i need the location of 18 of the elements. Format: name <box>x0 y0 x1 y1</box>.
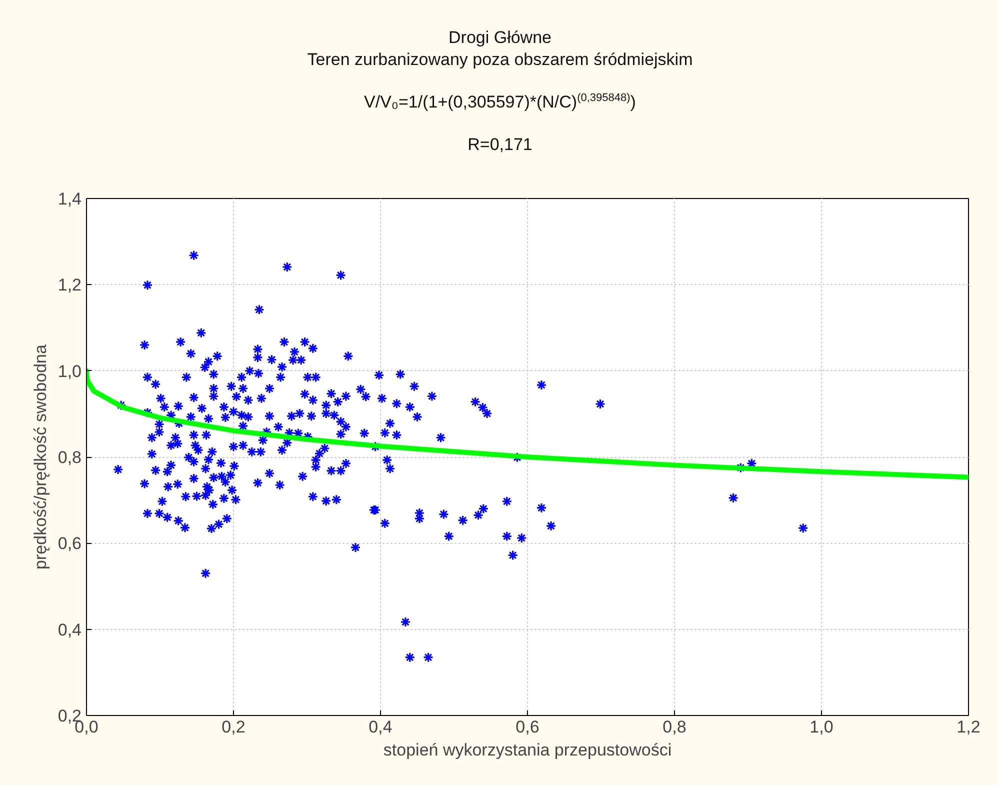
x-tick-label: 0,8 <box>662 718 686 736</box>
y-tick-label: 0,6 <box>58 534 82 554</box>
y-tick-label: 0,8 <box>58 448 82 467</box>
y-tick-label: 1,2 <box>58 276 82 295</box>
x-tick-label: 1,2 <box>956 718 980 736</box>
y-axis-title: prędkość/prędkość swobodna <box>30 344 50 570</box>
x-tick-label: 0,6 <box>516 718 540 736</box>
x-axis-title: stopień wykorzystania przepustowości <box>383 740 672 760</box>
x-tick-label: 0,4 <box>368 718 392 736</box>
x-tick-label: 0,2 <box>222 718 246 736</box>
chart-subtitle: Teren zurbanizowany poza obszarem śródmiejskim <box>307 49 693 72</box>
y-tick-label: 1,0 <box>58 362 82 381</box>
chart-title: Drogi Główne <box>448 27 552 49</box>
y-tick-label: 0,4 <box>58 620 82 640</box>
y-tick-label: 1,4 <box>58 190 82 208</box>
text: R=0,171 <box>466 134 534 156</box>
x-tick-label: 1,0 <box>810 718 834 736</box>
text: V/V₀=1/(1+(0,305597)*(N/C)$^{(0,395848)}$) <box>363 91 637 114</box>
